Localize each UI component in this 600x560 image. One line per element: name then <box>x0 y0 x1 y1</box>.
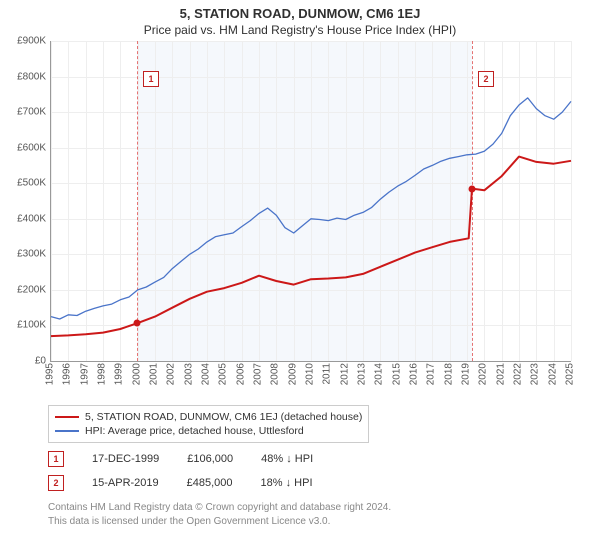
x-tick-label: 2000 <box>131 363 142 385</box>
plot-region: 12 <box>50 41 571 362</box>
x-tick-label: 1998 <box>97 363 108 385</box>
marker-box: 1 <box>143 71 159 87</box>
x-tick-label: 2020 <box>478 363 489 385</box>
x-tick-label: 2002 <box>166 363 177 385</box>
chart-title: 5, STATION ROAD, DUNMOW, CM6 1EJ <box>0 0 600 21</box>
x-tick-label: 2017 <box>426 363 437 385</box>
y-tick-label: £300K <box>17 249 46 260</box>
y-tick-label: £900K <box>17 36 46 47</box>
x-tick-label: 2011 <box>322 363 333 385</box>
x-tick-label: 2014 <box>374 363 385 385</box>
annotation-date: 15-APR-2019 <box>92 477 159 489</box>
x-tick-label: 1999 <box>114 363 125 385</box>
annotation-price: £106,000 <box>187 453 233 465</box>
annotation-marker: 1 <box>48 451 64 467</box>
x-tick-label: 2001 <box>149 363 160 385</box>
y-tick-label: £700K <box>17 107 46 118</box>
legend-label: HPI: Average price, detached house, Uttl… <box>85 425 304 437</box>
annotation-marker: 2 <box>48 475 64 491</box>
x-tick-label: 2006 <box>235 363 246 385</box>
legend-label: 5, STATION ROAD, DUNMOW, CM6 1EJ (detach… <box>85 411 362 423</box>
legend-swatch <box>55 430 79 432</box>
x-tick-label: 1996 <box>62 363 73 385</box>
x-tick-label: 1997 <box>79 363 90 385</box>
y-tick-label: £600K <box>17 142 46 153</box>
x-tick-label: 2003 <box>183 363 194 385</box>
footer-text: Contains HM Land Registry data © Crown c… <box>48 501 590 528</box>
y-tick-label: £800K <box>17 71 46 82</box>
x-tick-label: 2025 <box>565 363 576 385</box>
chart-area: £0£100K£200K£300K£400K£500K£600K£700K£80… <box>10 41 570 401</box>
x-tick-label: 2007 <box>253 363 264 385</box>
y-tick-label: £500K <box>17 178 46 189</box>
x-tick-label: 2012 <box>339 363 350 385</box>
y-tick-label: £100K <box>17 320 46 331</box>
x-tick-label: 1995 <box>45 363 56 385</box>
x-axis: 1995199619971998199920002001200220032004… <box>50 363 570 401</box>
legend-swatch <box>55 416 79 418</box>
x-tick-label: 2008 <box>270 363 281 385</box>
annotation-date: 17-DEC-1999 <box>92 453 159 465</box>
chart-svg <box>51 41 571 361</box>
series-line <box>51 98 571 319</box>
footer-line-2: This data is licensed under the Open Gov… <box>48 515 590 529</box>
x-tick-label: 2015 <box>391 363 402 385</box>
x-tick-label: 2019 <box>461 363 472 385</box>
x-tick-label: 2021 <box>495 363 506 385</box>
annotation-row: 2 15-APR-2019 £485,000 18% ↓ HPI <box>48 475 600 491</box>
x-tick-label: 2004 <box>201 363 212 385</box>
annotation-price: £485,000 <box>187 477 233 489</box>
chart-container: 5, STATION ROAD, DUNMOW, CM6 1EJ Price p… <box>0 0 600 560</box>
annotation-diff: 18% ↓ HPI <box>261 477 313 489</box>
annotations-list: 1 17-DEC-1999 £106,000 48% ↓ HPI 2 15-APR-201… <box>0 451 600 491</box>
chart-subtitle: Price paid vs. HM Land Registry's House … <box>0 21 600 41</box>
legend-box: 5, STATION ROAD, DUNMOW, CM6 1EJ (detach… <box>48 405 369 443</box>
y-tick-label: £200K <box>17 284 46 295</box>
y-axis: £0£100K£200K£300K£400K£500K£600K£700K£80… <box>10 41 48 361</box>
footer-line-1: Contains HM Land Registry data © Crown c… <box>48 501 590 515</box>
x-tick-label: 2022 <box>513 363 524 385</box>
x-tick-label: 2005 <box>218 363 229 385</box>
x-tick-label: 2009 <box>287 363 298 385</box>
marker-dot <box>133 320 140 327</box>
legend-item: 5, STATION ROAD, DUNMOW, CM6 1EJ (detach… <box>55 410 362 424</box>
x-tick-label: 2023 <box>530 363 541 385</box>
x-tick-label: 2013 <box>357 363 368 385</box>
series-line <box>51 157 571 337</box>
x-tick-label: 2010 <box>305 363 316 385</box>
x-tick-label: 2018 <box>443 363 454 385</box>
x-tick-label: 2024 <box>547 363 558 385</box>
annotation-diff: 48% ↓ HPI <box>261 453 313 465</box>
y-tick-label: £400K <box>17 213 46 224</box>
annotation-row: 1 17-DEC-1999 £106,000 48% ↓ HPI <box>48 451 600 467</box>
marker-dot <box>469 185 476 192</box>
x-tick-label: 2016 <box>409 363 420 385</box>
gridline-v <box>571 41 572 361</box>
marker-box: 2 <box>478 71 494 87</box>
legend-item: HPI: Average price, detached house, Uttl… <box>55 424 362 438</box>
